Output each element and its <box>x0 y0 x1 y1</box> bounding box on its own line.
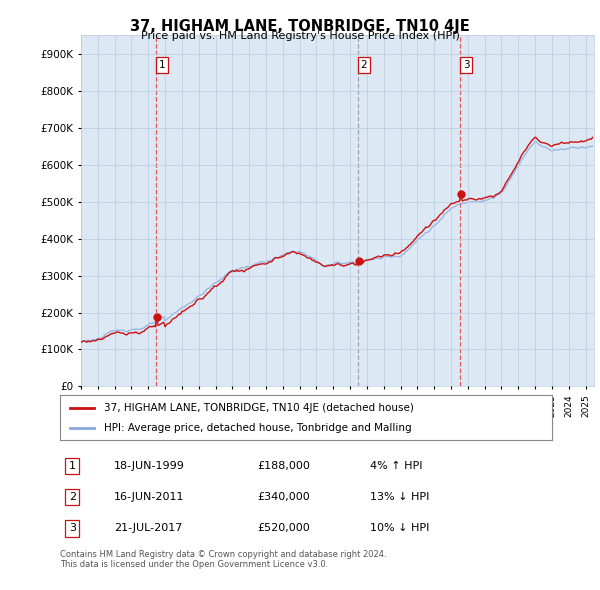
Text: 3: 3 <box>69 523 76 533</box>
Text: Price paid vs. HM Land Registry's House Price Index (HPI): Price paid vs. HM Land Registry's House … <box>140 31 460 41</box>
Text: 16-JUN-2011: 16-JUN-2011 <box>114 492 185 502</box>
Text: 2: 2 <box>361 60 367 70</box>
Text: 10% ↓ HPI: 10% ↓ HPI <box>370 523 430 533</box>
Text: 4% ↑ HPI: 4% ↑ HPI <box>370 461 422 471</box>
Text: 18-JUN-1999: 18-JUN-1999 <box>114 461 185 471</box>
Text: 1: 1 <box>69 461 76 471</box>
Text: Contains HM Land Registry data © Crown copyright and database right 2024.
This d: Contains HM Land Registry data © Crown c… <box>60 550 386 569</box>
Text: 37, HIGHAM LANE, TONBRIDGE, TN10 4JE: 37, HIGHAM LANE, TONBRIDGE, TN10 4JE <box>130 19 470 34</box>
Text: £520,000: £520,000 <box>257 523 310 533</box>
Text: 3: 3 <box>463 60 469 70</box>
Text: 37, HIGHAM LANE, TONBRIDGE, TN10 4JE (detached house): 37, HIGHAM LANE, TONBRIDGE, TN10 4JE (de… <box>104 403 414 412</box>
Text: 1: 1 <box>158 60 165 70</box>
Text: 21-JUL-2017: 21-JUL-2017 <box>114 523 182 533</box>
Text: £188,000: £188,000 <box>257 461 310 471</box>
Text: £340,000: £340,000 <box>257 492 310 502</box>
Text: HPI: Average price, detached house, Tonbridge and Malling: HPI: Average price, detached house, Tonb… <box>104 424 412 434</box>
Text: 2: 2 <box>69 492 76 502</box>
Text: 13% ↓ HPI: 13% ↓ HPI <box>370 492 430 502</box>
